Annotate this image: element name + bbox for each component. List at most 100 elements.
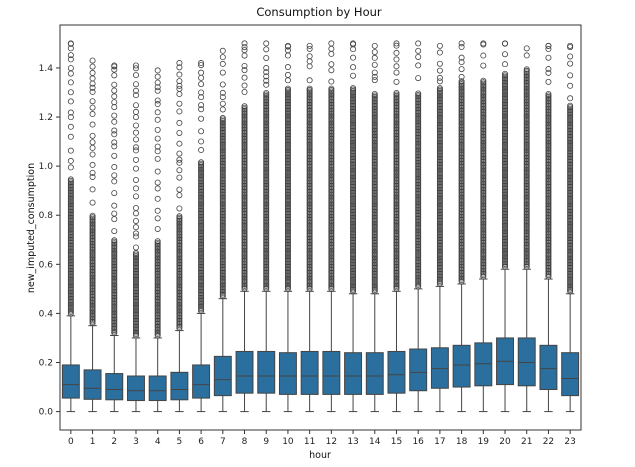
- outlier-point: [111, 139, 118, 146]
- outlier-point: [111, 112, 118, 119]
- outlier-group: [545, 42, 552, 280]
- outlier-point: [502, 40, 509, 47]
- outlier-point: [198, 60, 205, 67]
- outlier-point: [436, 78, 443, 85]
- box-hour-4: [148, 67, 167, 413]
- outlier-group: [436, 42, 443, 287]
- box-hour-20: [496, 40, 514, 413]
- iqr-box: [192, 364, 211, 399]
- outlier-point: [67, 176, 74, 183]
- outlier-group: [567, 42, 574, 295]
- box-hour-22: [539, 42, 558, 413]
- x-tick-label: 9: [263, 437, 269, 447]
- outlier-point: [436, 42, 443, 49]
- outlier-point: [154, 135, 161, 142]
- iqr-box: [539, 344, 558, 390]
- outlier-point: [393, 40, 400, 47]
- x-tick-label: 17: [434, 437, 445, 447]
- outlier-point: [393, 78, 400, 85]
- outlier-point: [132, 87, 139, 94]
- outlier-point: [393, 49, 400, 56]
- outlier-point: [154, 87, 161, 94]
- x-axis: 0 1 2 3 4 5 6 7 8 9 10 11 12 13 14 15 16 17 18 19 20 21 22 23: [68, 430, 576, 447]
- outlier-point: [176, 192, 183, 199]
- outlier-point: [198, 69, 205, 76]
- outlier-point: [198, 128, 205, 135]
- outlier-point: [480, 62, 487, 69]
- plot-area-frame: [59, 24, 582, 431]
- outlier-point: [480, 40, 487, 47]
- iqr-box: [127, 375, 145, 402]
- outlier-group: [328, 40, 335, 292]
- outlier-point: [545, 66, 552, 73]
- outlier-point: [263, 77, 270, 84]
- outlier-point: [545, 46, 552, 53]
- outlier-point: [284, 42, 291, 49]
- outlier-point: [219, 106, 226, 113]
- x-axis-label: hour: [309, 450, 331, 461]
- outlier-point: [89, 121, 96, 128]
- outlier-point: [89, 88, 96, 95]
- outlier-point: [89, 151, 96, 158]
- outlier-point: [154, 101, 161, 108]
- outlier-group: [241, 40, 248, 292]
- outlier-point: [132, 193, 139, 200]
- y-tick-label: 1.2: [39, 113, 53, 123]
- outlier-point: [567, 82, 574, 89]
- outlier-point: [458, 66, 465, 73]
- outlier-point: [89, 199, 96, 206]
- outlier-point: [458, 40, 465, 47]
- outlier-point: [328, 85, 335, 92]
- outlier-point: [89, 212, 96, 219]
- box-hour-12: [322, 40, 341, 413]
- outlier-point: [436, 74, 443, 81]
- outlier-group: [176, 60, 183, 332]
- outlier-point: [241, 44, 248, 51]
- outlier-point: [176, 60, 183, 67]
- outlier-point: [132, 176, 139, 183]
- outlier-point: [219, 54, 226, 61]
- outlier-point: [89, 104, 96, 111]
- iqr-box: [474, 342, 493, 387]
- outlier-point: [567, 102, 574, 109]
- outlier-point: [176, 82, 183, 89]
- outlier-point: [284, 85, 291, 92]
- outlier-point: [523, 45, 530, 52]
- outlier-point: [241, 62, 248, 69]
- outlier-point: [198, 115, 205, 122]
- outlier-point: [350, 54, 357, 61]
- x-tick-label: 10: [282, 437, 294, 447]
- outlier-point: [89, 132, 96, 139]
- outlier-point: [111, 93, 118, 100]
- outlier-point: [154, 195, 161, 202]
- outlier-point: [263, 81, 270, 88]
- y-axis-label: new_imputed_consumption: [26, 163, 37, 293]
- outlier-point: [67, 56, 74, 63]
- iqr-box: [300, 350, 319, 395]
- outlier-point: [89, 57, 96, 64]
- outlier-point: [371, 54, 378, 61]
- x-tick-label: 15: [391, 437, 402, 447]
- iqr-box: [409, 348, 428, 392]
- outlier-point: [502, 61, 509, 68]
- outlier-point: [132, 136, 139, 143]
- outlier-point: [111, 66, 118, 73]
- outlier-group: [284, 42, 291, 292]
- outlier-point: [458, 78, 465, 85]
- outlier-point: [176, 108, 183, 115]
- outlier-point: [132, 185, 139, 192]
- iqr-box: [430, 347, 449, 389]
- outlier-point: [198, 62, 205, 69]
- outlier-point: [132, 156, 139, 163]
- outlier-point: [219, 60, 226, 67]
- outlier-point: [176, 71, 183, 78]
- outlier-point: [67, 109, 74, 116]
- outlier-point: [176, 129, 183, 136]
- outlier-point: [284, 47, 291, 54]
- outlier-point: [132, 230, 139, 237]
- outlier-group: [132, 62, 139, 339]
- y-tick-label: 0.0: [39, 408, 54, 418]
- outlier-point: [393, 69, 400, 76]
- outlier-point: [67, 89, 74, 96]
